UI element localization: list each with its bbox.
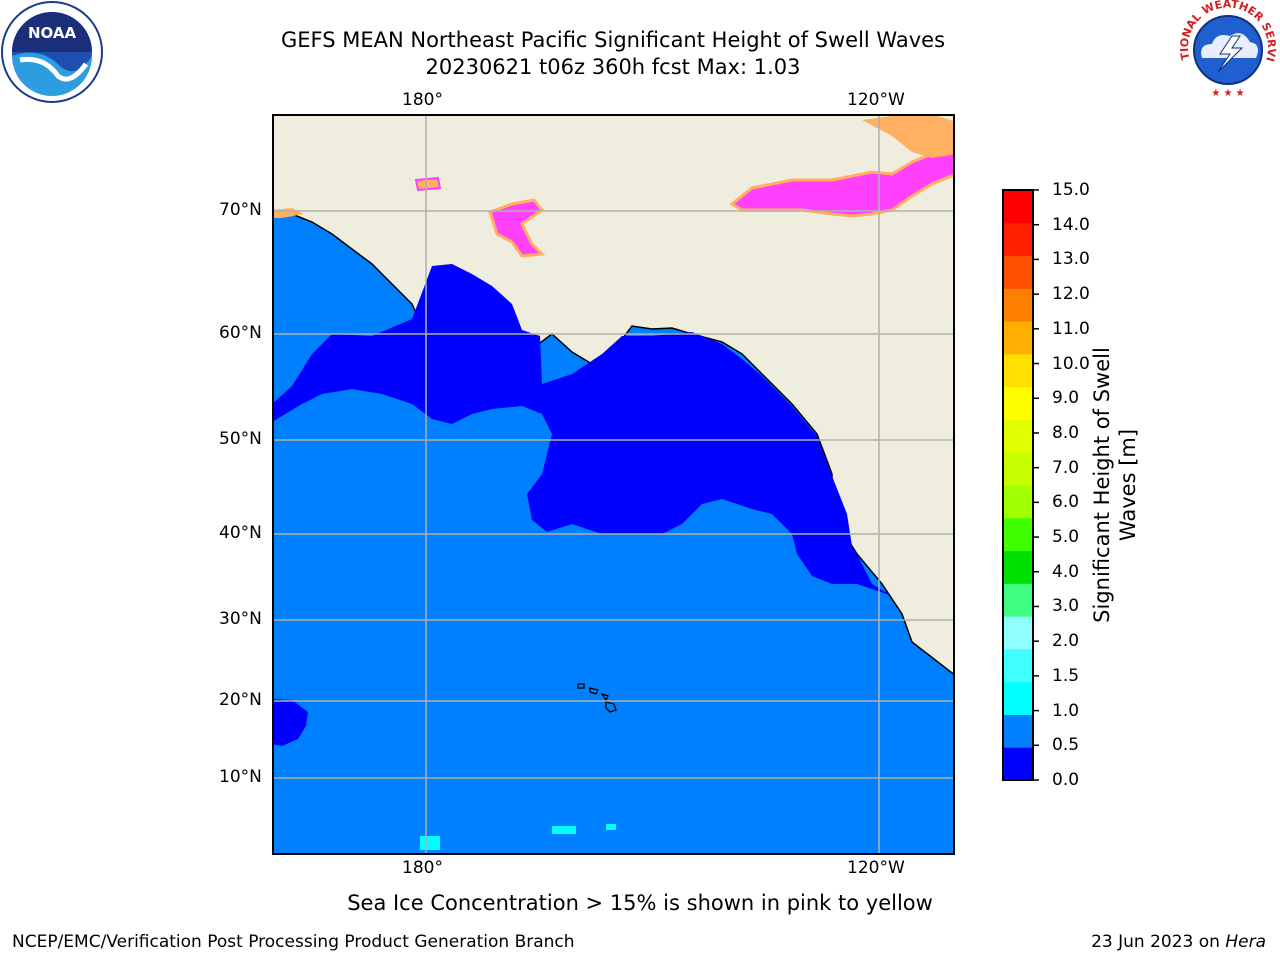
noaa-logo-text: NOAA — [28, 24, 77, 42]
sea-ice-wrangel — [414, 176, 442, 192]
colorbar-segment — [1003, 583, 1033, 617]
colorbar-segment — [1003, 550, 1033, 584]
colorbar-tick-label: 2.0 — [1052, 631, 1080, 652]
colorbar-tick-label: 12.0 — [1052, 284, 1090, 305]
colorbar-tick-label: 9.0 — [1052, 388, 1080, 409]
colorbar-segment — [1003, 648, 1033, 683]
colorbar — [1002, 189, 1039, 781]
footer-host: Hera — [1225, 932, 1266, 952]
colorbar-tick-label: 5.0 — [1052, 527, 1080, 548]
ocean-swell-1.0-1.5-patch — [420, 836, 440, 850]
map-panel — [272, 114, 955, 855]
sea-ice-caption: Sea Ice Concentration > 15% is shown in … — [347, 891, 933, 915]
colorbar-tick-label: 11.0 — [1052, 318, 1090, 339]
ocean-swell-1.0-1.5-patch — [606, 824, 616, 830]
colorbar-frame — [1002, 189, 1034, 781]
colorbar-segment — [1003, 190, 1033, 224]
footer-date-text: 23 Jun 2023 on — [1091, 932, 1226, 952]
chart-title: GEFS MEAN Northeast Pacific Significant … — [280, 28, 946, 52]
lat-label-10n: 10°N — [219, 767, 262, 787]
lat-label-20n: 20°N — [219, 690, 262, 710]
colorbar-tick-label: 6.0 — [1052, 492, 1080, 513]
colorbar-tick-label: 15.0 — [1052, 180, 1090, 200]
chart-subtitle: 20230621 t06z 360h fcst Max: 1.03 — [425, 55, 801, 79]
lat-label-40n: 40°N — [219, 523, 262, 543]
colorbar-tick-label: 7.0 — [1052, 457, 1080, 478]
footer-date: 23 Jun 2023 on Hera — [1091, 932, 1266, 952]
colorbar-segment — [1003, 747, 1033, 781]
colorbar-segment — [1003, 288, 1033, 322]
lon-label-bottom-180: 180° — [402, 858, 443, 878]
colorbar-segment — [1003, 517, 1033, 552]
lat-label-30n: 30°N — [219, 609, 262, 629]
colorbar-label: Significant Height of Swell Waves [m] — [1090, 347, 1140, 623]
footer-credit: NCEP/EMC/Verification Post Processing Pr… — [12, 932, 575, 952]
colorbar-tick-label: 14.0 — [1052, 214, 1090, 235]
colorbar-tick-label: 13.0 — [1052, 249, 1090, 270]
ocean-swell-0-0.5-patch — [273, 699, 308, 746]
nws-logo: NATIONAL WEATHER SERVICE ★ ★ ★ — [1176, 0, 1278, 100]
colorbar-tick-label: 0.0 — [1052, 770, 1080, 790]
colorbar-segment — [1003, 255, 1033, 289]
map-frame — [272, 114, 955, 855]
colorbar-tick-label: 0.5 — [1052, 735, 1080, 756]
lat-label-70n: 70°N — [219, 200, 262, 220]
ocean-swell-1.0-1.5-patch — [552, 826, 576, 834]
colorbar-tick-label: 10.0 — [1052, 353, 1090, 374]
colorbar-tick-label: 1.0 — [1052, 700, 1080, 721]
colorbar-tick-label: 4.0 — [1052, 561, 1080, 582]
colorbar-segment — [1003, 353, 1033, 388]
colorbar-segment — [1003, 321, 1033, 355]
colorbar-segment — [1003, 714, 1033, 748]
colorbar-tick-label: 8.0 — [1052, 422, 1080, 443]
colorbar-segment — [1003, 386, 1033, 420]
graticule — [273, 115, 954, 854]
colorbar-segment — [1003, 452, 1033, 486]
svg-text:★ ★ ★: ★ ★ ★ — [1211, 88, 1244, 99]
colorbar-segment — [1003, 485, 1033, 519]
lon-label-top-180: 180° — [402, 90, 443, 110]
lon-label-bottom-120w: 120°W — [847, 858, 905, 878]
colorbar-tick-label: 1.5 — [1052, 665, 1080, 686]
hawaii-islands — [577, 683, 617, 713]
colorbar-segment — [1003, 616, 1033, 650]
colorbar-tick-label: 3.0 — [1052, 596, 1080, 617]
lat-label-60n: 60°N — [219, 323, 262, 343]
noaa-logo: NOAA — [1, 1, 103, 103]
sea-ice-arctic — [862, 115, 954, 158]
colorbar-segment — [1003, 681, 1033, 715]
sea-ice-chukchi — [488, 198, 546, 258]
ocean-swell-0-0.5 — [273, 264, 892, 596]
lat-label-50n: 50°N — [219, 429, 262, 449]
colorbar-segment — [1003, 419, 1033, 453]
colorbar-segment — [1003, 222, 1033, 257]
sea-ice-beaufort — [729, 150, 954, 218]
lon-label-top-120w: 120°W — [847, 90, 905, 110]
